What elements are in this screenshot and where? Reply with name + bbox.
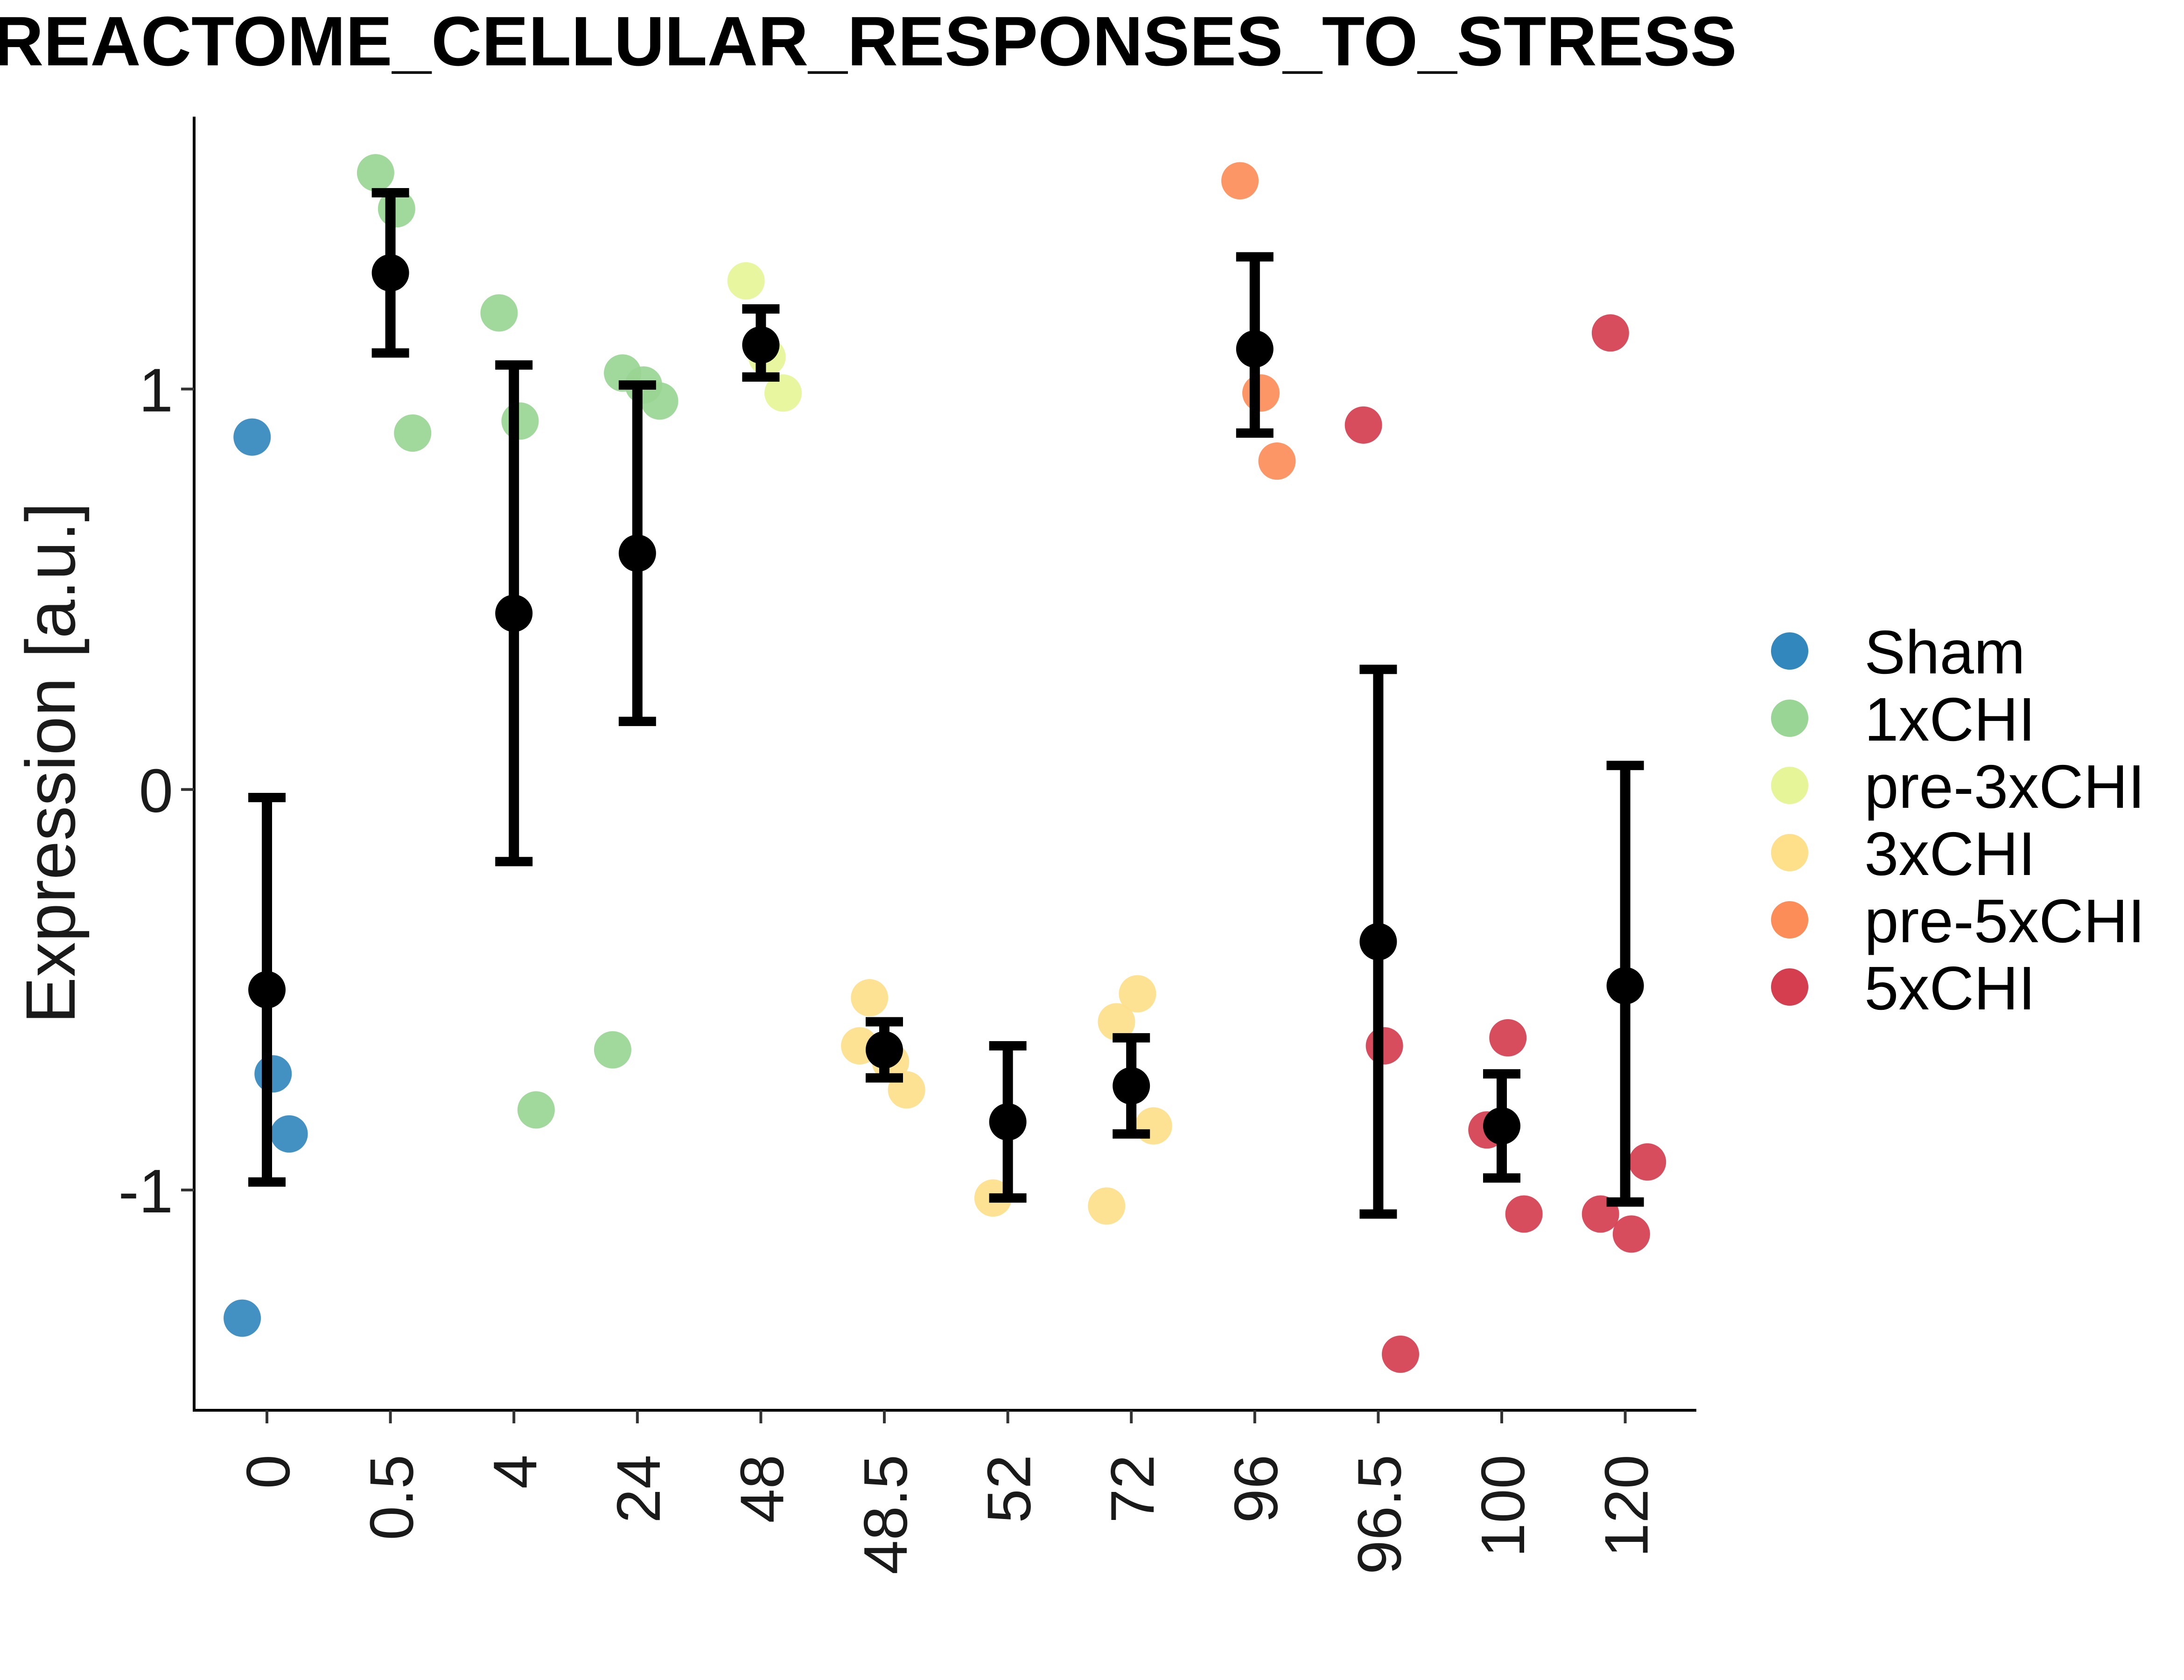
data-point-sham xyxy=(233,418,271,456)
data-point-1xchi xyxy=(594,1031,631,1069)
x-ticks: 0 0.5 4 24 48 48.5 52 72 96 96.5 100 120 xyxy=(234,1410,1661,1575)
data-point-5xchi xyxy=(1612,1215,1650,1253)
data-point-3xchi xyxy=(1119,975,1156,1013)
legend-swatch xyxy=(1771,901,1808,938)
legend-item-5xchi: 5xCHI xyxy=(1771,954,2036,1022)
data-point-5xchi xyxy=(1505,1195,1543,1233)
mean-marker xyxy=(1236,330,1274,368)
data-point-5xchi xyxy=(1382,1335,1420,1373)
error-bar-4 xyxy=(495,360,533,867)
x-tick-label: 0 xyxy=(234,1455,302,1489)
x-tick-label: 96.5 xyxy=(1345,1455,1414,1575)
data-point-pre-5xchi xyxy=(1221,162,1259,200)
mean-marker xyxy=(742,326,780,364)
data-point-pre-5xchi xyxy=(1258,442,1296,480)
x-tick-label: 48.5 xyxy=(851,1455,920,1575)
x-tick-label: 72 xyxy=(1098,1455,1167,1523)
legend-label: 3xCHI xyxy=(1864,819,2036,888)
y-axis-label: Expression [a.u.] xyxy=(11,502,90,1023)
data-point-sham xyxy=(270,1115,308,1153)
data-point-3xchi xyxy=(851,979,889,1017)
error-bar-24 xyxy=(618,380,656,726)
data-point-pre-3xchi xyxy=(764,374,802,412)
summary-markers xyxy=(248,188,1644,1219)
data-point-1xchi xyxy=(357,154,394,192)
mean-marker xyxy=(866,1031,903,1069)
legend-swatch xyxy=(1771,834,1808,871)
legend-item-sham: Sham xyxy=(1771,618,2025,686)
data-point-3xchi xyxy=(1134,1107,1172,1145)
mean-marker xyxy=(1359,923,1397,960)
legend-swatch xyxy=(1771,767,1808,804)
data-point-1xchi xyxy=(501,402,539,440)
error-bar-48-5 xyxy=(866,1017,903,1083)
mean-marker xyxy=(1483,1107,1520,1145)
data-point-3xchi xyxy=(1088,1187,1126,1225)
data-point-5xchi xyxy=(1489,1019,1527,1057)
data-point-5xchi xyxy=(1365,1027,1403,1065)
x-tick-label: 4 xyxy=(481,1455,549,1489)
error-bar-48 xyxy=(742,304,780,382)
error-bar-0 xyxy=(248,792,286,1187)
x-tick-label: 100 xyxy=(1469,1455,1537,1557)
x-tick-label: 52 xyxy=(975,1455,1043,1523)
legend-label: pre-3xCHI xyxy=(1864,752,2145,821)
error-bar-96-5 xyxy=(1359,665,1397,1219)
error-bar-52 xyxy=(989,1041,1027,1203)
error-bar-72 xyxy=(1113,1033,1150,1139)
legend-label: pre-5xCHI xyxy=(1864,887,2145,955)
legend-swatch xyxy=(1771,968,1808,1006)
data-point-1xchi xyxy=(641,382,679,420)
data-point-5xchi xyxy=(1591,314,1629,352)
y-tick-label: 1 xyxy=(139,356,173,425)
mean-marker xyxy=(248,971,286,1008)
data-point-5xchi xyxy=(1344,406,1382,444)
data-point-sham xyxy=(254,1055,292,1093)
legend-swatch xyxy=(1771,700,1808,737)
data-point-1xchi xyxy=(480,294,518,332)
data-point-pre-3xchi xyxy=(727,262,765,300)
legend-item-pre-3xchi: pre-3xCHI xyxy=(1771,752,2145,821)
legend-swatch xyxy=(1771,632,1808,670)
mean-marker xyxy=(1113,1067,1150,1105)
mean-marker xyxy=(495,595,533,632)
y-tick-label: 0 xyxy=(139,756,173,825)
legend-label: 1xCHI xyxy=(1864,685,2036,754)
x-tick-label: 120 xyxy=(1592,1455,1661,1557)
data-point-5xchi xyxy=(1629,1143,1666,1181)
legend-item-1xchi: 1xCHI xyxy=(1771,685,2036,754)
error-bar-96 xyxy=(1236,252,1274,438)
x-tick-label: 0.5 xyxy=(357,1455,426,1540)
data-point-1xchi xyxy=(394,414,432,452)
y-tick-label: -1 xyxy=(119,1157,173,1225)
data-point-pre-5xchi xyxy=(1242,374,1280,412)
data-point-1xchi xyxy=(517,1091,555,1129)
mean-marker xyxy=(618,534,656,572)
legend-label: 5xCHI xyxy=(1864,954,2036,1022)
mean-marker xyxy=(1606,967,1644,1005)
error-bar-120 xyxy=(1606,761,1644,1207)
legend-label: Sham xyxy=(1864,618,2025,686)
plot-area: -1 0 1 0 0.5 4 24 48 48.5 52 72 96 96.5 100 120 xyxy=(119,117,1696,1575)
mean-marker xyxy=(989,1103,1027,1141)
error-bar-0-5 xyxy=(371,188,409,358)
data-point-3xchi xyxy=(1098,1003,1135,1041)
data-point-sham xyxy=(224,1299,261,1337)
error-bar-100 xyxy=(1483,1069,1520,1183)
x-tick-label: 48 xyxy=(728,1455,796,1523)
legend-item-3xchi: 3xCHI xyxy=(1771,819,2036,888)
mean-marker xyxy=(371,254,409,292)
x-tick-label: 24 xyxy=(604,1455,673,1523)
legend-item-pre-5xchi: pre-5xCHI xyxy=(1771,887,2145,955)
y-ticks: -1 0 1 xyxy=(119,356,194,1225)
chart-title: REACTOME_CELLULAR_RESPONSES_TO_STRESS xyxy=(0,2,1737,80)
x-tick-label: 96 xyxy=(1222,1455,1290,1523)
